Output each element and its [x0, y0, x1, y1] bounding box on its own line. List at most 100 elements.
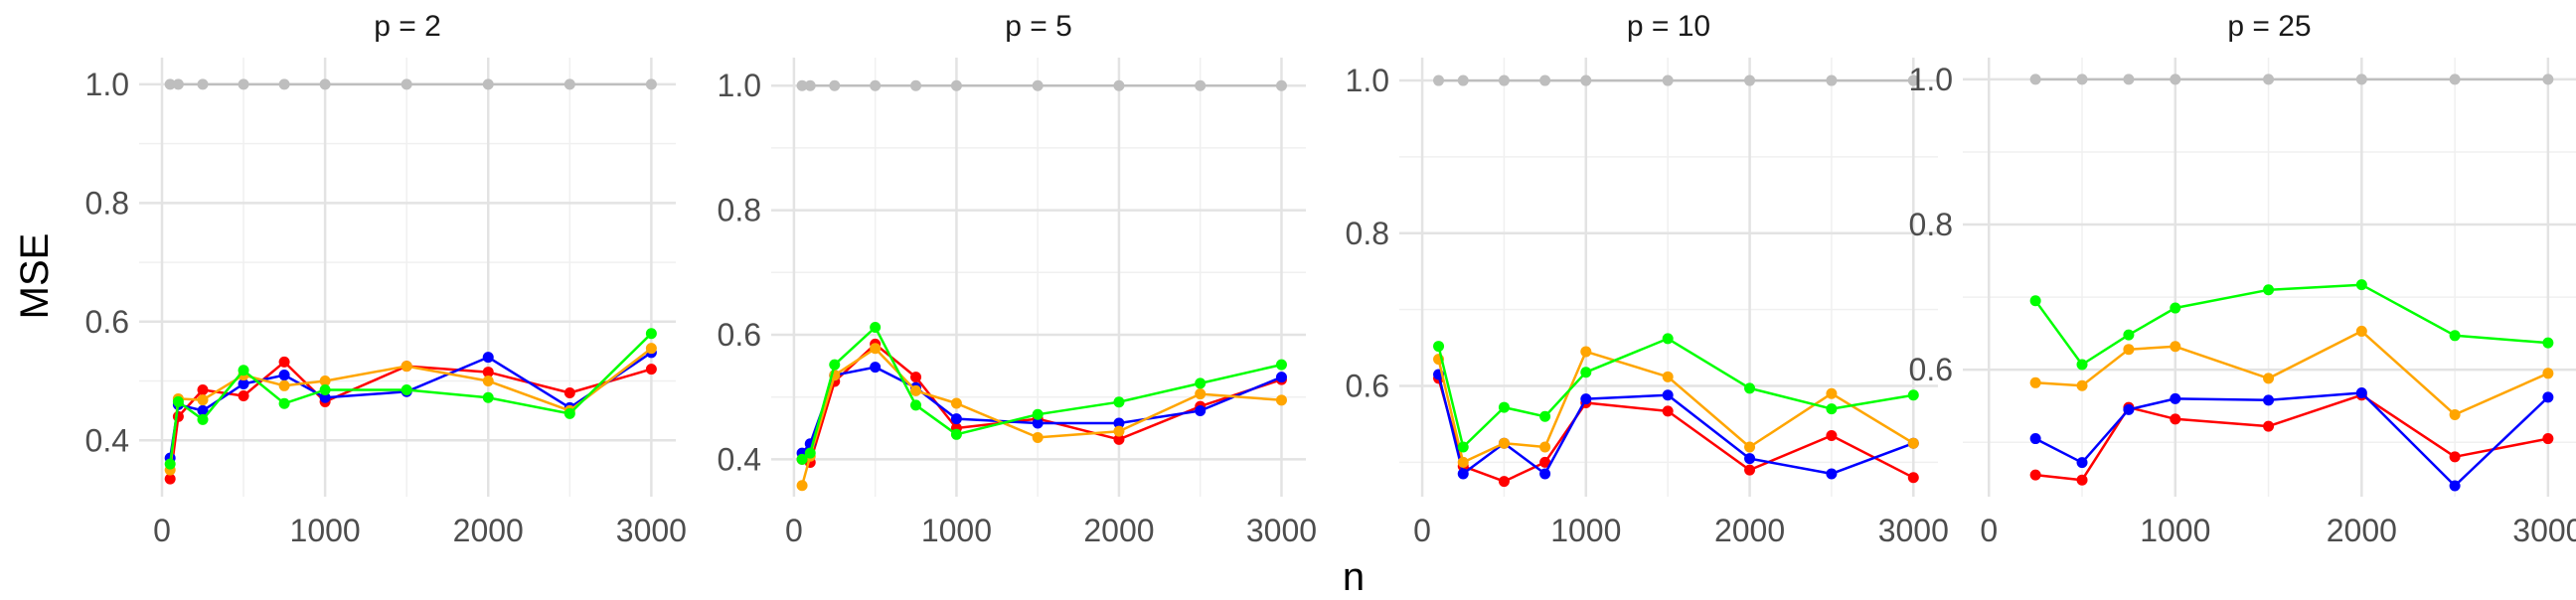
panel-4-series-3: [2029, 387, 2554, 492]
data-point: [197, 394, 209, 406]
data-point: [1539, 441, 1551, 453]
panel-1-series-5: [164, 328, 657, 470]
y-tick-label: 1.0: [85, 67, 129, 102]
data-point: [1113, 425, 1125, 437]
data-point: [1662, 75, 1674, 86]
data-point: [2355, 279, 2367, 291]
data-point: [1744, 464, 1756, 476]
data-point: [482, 352, 494, 364]
data-point: [910, 384, 922, 396]
data-point: [2355, 74, 2367, 85]
data-point: [796, 453, 808, 465]
data-point: [2076, 359, 2088, 371]
data-point: [401, 78, 412, 90]
data-point: [1498, 401, 1510, 413]
x-tick-label: 3000: [1246, 513, 1317, 548]
panel-1-series-4: [164, 343, 657, 476]
data-point: [564, 407, 575, 419]
data-point: [1457, 441, 1469, 453]
y-tick-label: 0.6: [1346, 369, 1389, 404]
data-point: [1580, 393, 1592, 405]
data-point: [2449, 480, 2461, 492]
data-point: [1580, 367, 1592, 378]
data-point: [1195, 404, 1207, 416]
data-point: [2263, 284, 2275, 296]
panel-4-series-2: [2029, 389, 2554, 486]
panel-3-series-4: [1433, 346, 1919, 468]
data-point: [2076, 379, 2088, 391]
x-tick-label: 3000: [2512, 513, 2576, 548]
data-point: [564, 78, 575, 90]
data-point: [829, 359, 841, 371]
data-point: [278, 356, 290, 368]
data-point: [1498, 75, 1510, 86]
data-point: [197, 383, 209, 395]
x-tick-label: 2000: [453, 513, 524, 548]
panel-2-gridlines: [771, 58, 1306, 497]
x-tick-label: 2000: [2327, 513, 2397, 548]
panel-2-title: p = 5: [1005, 10, 1072, 43]
data-point: [401, 383, 412, 395]
data-point: [1744, 382, 1756, 394]
data-point: [1457, 468, 1469, 480]
data-point: [1457, 456, 1469, 468]
data-point: [804, 79, 816, 91]
data-point: [2170, 341, 2181, 353]
data-point: [319, 375, 331, 387]
data-point: [1580, 346, 1592, 358]
data-point: [645, 78, 657, 90]
data-point: [278, 397, 290, 409]
data-point: [1826, 75, 1838, 86]
data-point: [482, 391, 494, 403]
data-point: [2449, 330, 2461, 342]
x-tick-label: 1000: [921, 513, 992, 548]
data-point: [1826, 430, 1838, 442]
series-line: [2034, 283, 2548, 367]
data-point: [1907, 472, 1919, 484]
panel-3-series-5: [1433, 333, 1919, 453]
series-line: [801, 326, 1282, 461]
data-point: [2355, 387, 2367, 399]
data-point: [2029, 469, 2041, 481]
data-point: [1744, 75, 1756, 86]
data-point: [1539, 410, 1551, 422]
data-point: [2123, 74, 2135, 85]
data-point: [2542, 74, 2554, 85]
panel-4-series-4: [2029, 325, 2554, 420]
data-point: [2029, 295, 2041, 307]
x-axis-title: n: [1343, 555, 1365, 599]
data-point: [164, 473, 176, 485]
series-line: [800, 347, 1282, 487]
x-tick-label: 0: [1980, 513, 1998, 548]
x-tick-label: 1000: [290, 513, 361, 548]
x-tick-label: 2000: [1714, 513, 1785, 548]
data-point: [1744, 441, 1756, 453]
panel-2-series-4: [796, 343, 1287, 492]
data-point: [482, 367, 494, 378]
panel-2-series-2: [796, 338, 1287, 469]
series-line: [1437, 337, 1914, 449]
data-point: [1195, 79, 1207, 91]
series-line: [1437, 374, 1914, 476]
y-tick-label: 1.0: [718, 68, 761, 103]
data-point: [1662, 405, 1674, 417]
panel-1-gridlines: [139, 58, 676, 497]
data-point: [2170, 413, 2181, 425]
data-point: [172, 78, 184, 90]
data-point: [950, 413, 962, 425]
data-point: [2263, 394, 2275, 406]
x-tick-label: 3000: [616, 513, 687, 548]
data-point: [910, 399, 922, 411]
data-point: [950, 397, 962, 409]
data-point: [2449, 74, 2461, 85]
data-point: [1113, 79, 1125, 91]
panel-2-series-3: [796, 362, 1287, 459]
data-point: [2263, 420, 2275, 432]
data-point: [238, 78, 249, 90]
panel-4-series-1: [2029, 74, 2554, 85]
data-point: [197, 413, 209, 425]
data-point: [2263, 373, 2275, 384]
y-tick-label: 0.6: [718, 317, 761, 353]
y-tick-label: 0.4: [718, 441, 761, 477]
data-point: [1113, 433, 1125, 445]
